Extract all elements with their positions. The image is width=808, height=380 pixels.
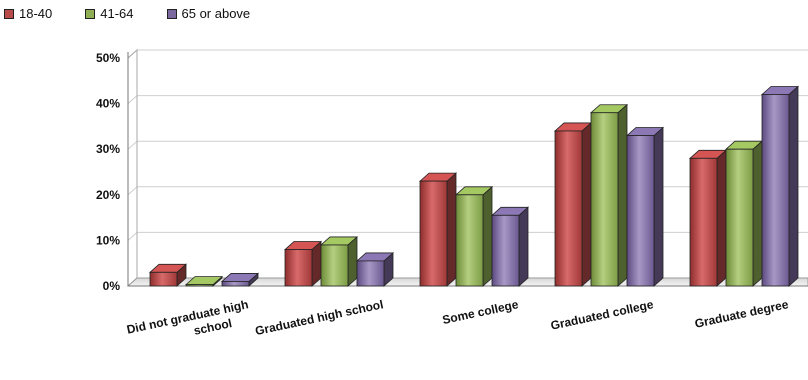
legend: 18-40 41-64 65 or above bbox=[4, 6, 283, 21]
legend-swatch-18-40 bbox=[4, 8, 14, 19]
x-tick-label: Graduated college bbox=[549, 297, 655, 333]
gridline-diag bbox=[127, 95, 138, 104]
gridline-diag bbox=[127, 140, 138, 150]
bars bbox=[148, 85, 800, 287]
bar-41-64-2 bbox=[454, 185, 494, 287]
y-tick-label: 20% bbox=[96, 188, 120, 202]
legend-swatch-65-plus bbox=[166, 8, 177, 19]
legend-swatch-41-64 bbox=[85, 8, 96, 19]
legend-label-18-40: 18-40 bbox=[19, 6, 53, 21]
gridline-diag bbox=[127, 232, 138, 241]
bar-65 or above-2 bbox=[490, 206, 530, 287]
bar-65 or above-4 bbox=[760, 85, 800, 287]
side-wall bbox=[127, 48, 138, 287]
bar-41-64-0 bbox=[184, 275, 224, 287]
bar-18-40-0 bbox=[148, 263, 188, 287]
legend-item-18-40: 18-40 bbox=[4, 6, 52, 21]
bar-41-64-3 bbox=[589, 103, 629, 287]
x-tick-label: Some college bbox=[441, 297, 520, 327]
y-tick-label: 30% bbox=[96, 142, 120, 156]
x-tick-label: Graduate degree bbox=[693, 297, 790, 331]
y-tick-label: 50% bbox=[96, 51, 120, 65]
bar-18-40-2 bbox=[418, 172, 458, 287]
x-tick-label: Graduated high school bbox=[254, 297, 385, 338]
y-tick-label: 0% bbox=[103, 279, 121, 293]
bar-65 or above-1 bbox=[355, 252, 395, 287]
legend-label-65-plus: 65 or above bbox=[181, 6, 251, 21]
legend-item-41-64: 41-64 bbox=[85, 6, 134, 21]
legend-item-65-plus: 65 or above bbox=[166, 6, 251, 21]
legend-label-41-64: 41-64 bbox=[100, 6, 134, 21]
bar-18-40-1 bbox=[283, 240, 323, 287]
bar-41-64-4 bbox=[724, 140, 764, 287]
bar-18-40-3 bbox=[553, 122, 593, 287]
y-tick-label: 10% bbox=[96, 233, 120, 247]
x-tick-label: Did not graduate highschool bbox=[125, 297, 252, 351]
bar-65 or above-0 bbox=[220, 272, 260, 287]
gridline-diag bbox=[127, 186, 138, 196]
bar-18-40-4 bbox=[688, 149, 728, 287]
bar-65 or above-3 bbox=[625, 126, 665, 287]
bar-41-64-1 bbox=[319, 236, 359, 287]
y-tick-label: 40% bbox=[96, 97, 120, 111]
